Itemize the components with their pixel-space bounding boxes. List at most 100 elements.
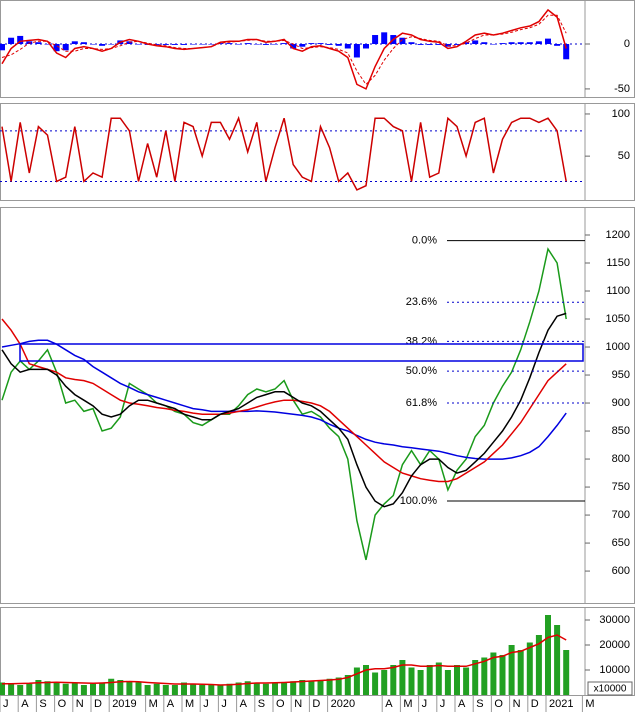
bar bbox=[199, 44, 206, 45]
y-tick-label: 750 bbox=[612, 481, 630, 493]
bar bbox=[217, 685, 224, 695]
x-tick-label: 2019 bbox=[112, 698, 136, 710]
bar bbox=[535, 635, 542, 695]
y-tick-label: 1050 bbox=[606, 313, 630, 325]
bar bbox=[190, 44, 197, 45]
y-tick-label: 10000 bbox=[599, 664, 630, 676]
series-line bbox=[1, 8, 567, 90]
fib-label: 100.0% bbox=[400, 495, 438, 507]
x-tick-label: J bbox=[422, 698, 428, 710]
bar bbox=[399, 660, 406, 695]
x-tick-label: J bbox=[440, 698, 446, 710]
bar bbox=[90, 683, 96, 695]
bar bbox=[181, 682, 187, 695]
bar bbox=[463, 667, 470, 695]
bar bbox=[62, 44, 69, 51]
y-tick-label: 1150 bbox=[606, 257, 630, 269]
x-tick-label: D bbox=[94, 698, 102, 710]
bar bbox=[44, 44, 51, 45]
bar bbox=[144, 685, 151, 695]
bar bbox=[26, 683, 33, 695]
bar bbox=[171, 44, 178, 45]
series-line bbox=[1, 312, 567, 508]
bar bbox=[408, 42, 415, 45]
bar bbox=[426, 44, 433, 45]
x-tick-label: S bbox=[258, 698, 265, 710]
bar bbox=[435, 662, 442, 695]
series-line bbox=[1, 318, 567, 483]
x-tick-label: J bbox=[203, 698, 209, 710]
bar bbox=[126, 681, 133, 695]
bar bbox=[253, 44, 260, 45]
bar bbox=[35, 42, 42, 45]
bar bbox=[526, 642, 533, 695]
bar bbox=[135, 44, 142, 45]
y-tick-label: 850 bbox=[612, 425, 630, 437]
fib-label: 61.8% bbox=[406, 397, 437, 409]
x-tick-label: N bbox=[294, 698, 302, 710]
y-tick-label: 950 bbox=[612, 369, 630, 381]
unit-label: x10000 bbox=[594, 684, 627, 695]
bar bbox=[490, 652, 497, 695]
x-tick-label: M bbox=[403, 698, 412, 710]
bar bbox=[472, 40, 479, 45]
bar bbox=[272, 682, 278, 695]
bar bbox=[563, 650, 570, 695]
bar bbox=[363, 665, 369, 695]
bar bbox=[508, 42, 515, 45]
x-tick-label: M bbox=[185, 698, 194, 710]
x-tick-label: D bbox=[312, 698, 320, 710]
fib-label: 0.0% bbox=[412, 235, 437, 247]
x-tick-label: J bbox=[221, 698, 227, 710]
bar bbox=[381, 32, 388, 45]
y-tick-label: 900 bbox=[612, 397, 630, 409]
bar bbox=[99, 682, 106, 695]
y-tick-label: 600 bbox=[612, 565, 630, 577]
bar bbox=[535, 41, 542, 45]
bar bbox=[545, 38, 551, 45]
plot-area bbox=[0, 115, 585, 191]
bar bbox=[44, 681, 51, 695]
bar bbox=[235, 44, 242, 45]
bar bbox=[53, 682, 60, 695]
bar bbox=[281, 43, 288, 45]
bar bbox=[308, 43, 315, 45]
bar bbox=[417, 670, 424, 695]
bar bbox=[353, 44, 360, 58]
bar bbox=[190, 683, 197, 695]
bar bbox=[463, 42, 470, 45]
bar bbox=[226, 43, 233, 45]
bar bbox=[517, 650, 524, 695]
bar bbox=[226, 683, 233, 695]
bar bbox=[353, 667, 360, 695]
bar bbox=[526, 42, 533, 45]
bar bbox=[508, 645, 515, 695]
x-tick-label: S bbox=[39, 698, 46, 710]
y-tick-label: 20000 bbox=[599, 639, 630, 651]
bar bbox=[399, 37, 406, 45]
y-tick-label: 50 bbox=[618, 150, 630, 162]
bar bbox=[517, 42, 524, 45]
series-line bbox=[2, 634, 567, 686]
bar bbox=[454, 665, 460, 695]
bar bbox=[108, 678, 115, 695]
fib-label: 50.0% bbox=[406, 365, 437, 377]
unit-box bbox=[587, 681, 633, 696]
bar bbox=[80, 42, 87, 45]
x-tick-label: D bbox=[531, 698, 539, 710]
y-tick-label: 100 bbox=[612, 108, 630, 120]
bar bbox=[272, 44, 278, 45]
y-tick-label: -50 bbox=[614, 83, 630, 95]
bar bbox=[372, 672, 379, 695]
bar bbox=[435, 44, 442, 45]
bar bbox=[344, 675, 351, 695]
bar bbox=[554, 44, 561, 46]
y-tick-label: 700 bbox=[612, 509, 630, 521]
bar bbox=[281, 682, 288, 695]
bar bbox=[153, 683, 160, 695]
bar bbox=[171, 685, 178, 695]
bar bbox=[253, 682, 260, 695]
x-tick-label: A bbox=[385, 698, 393, 710]
bar bbox=[299, 44, 306, 47]
